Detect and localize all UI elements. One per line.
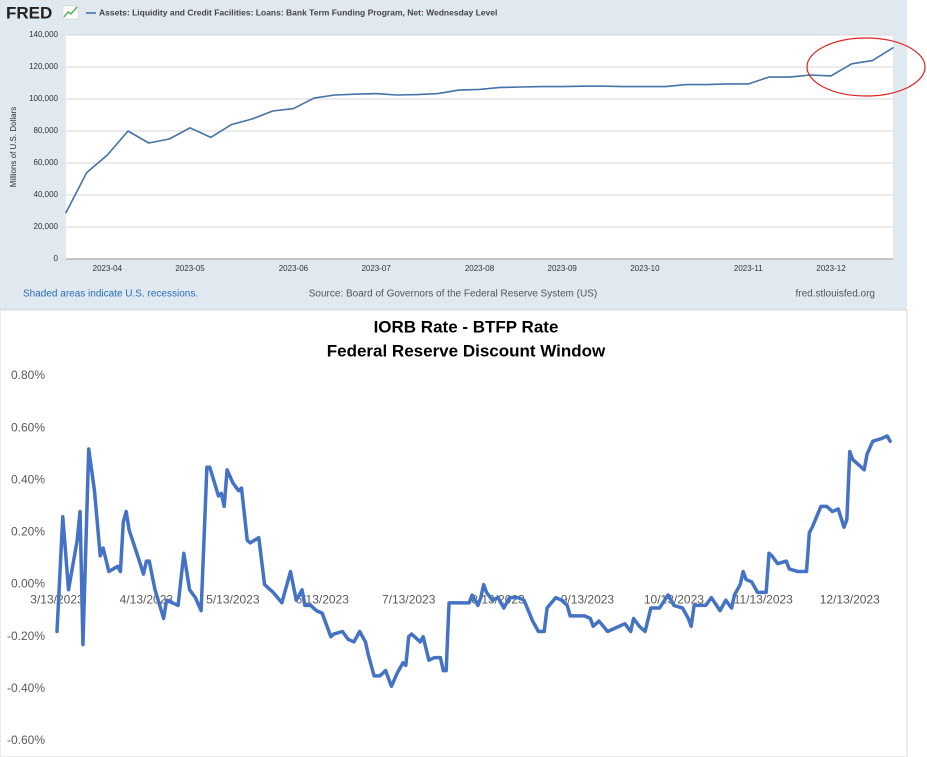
x-tick-label: 2023-04 — [93, 264, 123, 273]
fred-logo-icon — [62, 5, 79, 20]
y-tick-label: 120,000 — [29, 62, 58, 71]
highlight-ellipse — [806, 37, 926, 97]
chart-title: IORB Rate - BTFP Rate — [374, 317, 559, 336]
x-tick-label: 2023-10 — [630, 264, 660, 273]
y-tick-label: 140,000 — [29, 30, 58, 39]
y-tick-label: 20,000 — [34, 222, 59, 231]
fred-logo: FRED — [6, 3, 52, 22]
x-tick-label: 2023-05 — [175, 264, 205, 273]
x-tick-label: 10/13/2023 — [644, 593, 704, 607]
second-panel — [0, 309, 908, 757]
y-tick-label: 40,000 — [34, 190, 59, 199]
legend-label: Assets: Liquidity and Credit Facilities:… — [99, 7, 497, 17]
chart-subtitle: Federal Reserve Discount Window — [327, 341, 606, 360]
data-line — [65, 47, 894, 214]
note: Shaded areas indicate U.S. recessions. — [23, 289, 198, 300]
data-line — [55, 434, 892, 688]
y-tick-label: 0.20% — [11, 525, 45, 539]
x-tick-label: 2023-07 — [361, 264, 391, 273]
x-tick-label: 2023-12 — [816, 264, 846, 273]
x-tick-label: 2023-09 — [548, 264, 578, 273]
source: Source: Board of Governors of the Federa… — [309, 289, 597, 300]
url: fred.stlouisfed.org — [796, 289, 876, 300]
y-tick-label: 0.00% — [11, 577, 45, 591]
y-tick-label: 0.80% — [11, 368, 45, 382]
y-tick-label: -0.60% — [7, 733, 45, 747]
y-tick-label: 0.40% — [11, 472, 45, 486]
y-axis-label: Millions of U.S. Dollars — [9, 107, 18, 187]
x-tick-label: 2023-06 — [279, 264, 309, 273]
y-tick-label: 60,000 — [34, 158, 59, 167]
x-tick-label: 11/13/2023 — [734, 593, 793, 607]
x-tick-label: 9/13/2023 — [561, 593, 615, 607]
x-tick-label: 6/13/2023 — [296, 593, 350, 607]
y-tick-label: 0.60% — [11, 420, 45, 434]
x-tick-label: 2023-11 — [734, 264, 763, 273]
x-tick-label: 5/13/2023 — [206, 593, 260, 607]
y-tick-label: -0.40% — [7, 681, 45, 695]
fred-plot-area — [66, 35, 893, 259]
x-tick-label: 7/13/2023 — [382, 593, 436, 607]
y-tick-label: 80,000 — [34, 126, 59, 135]
y-tick-label: 0 — [54, 254, 59, 263]
x-tick-label: 12/13/2023 — [820, 593, 880, 607]
y-tick-label: 100,000 — [29, 94, 58, 103]
x-tick-label: 2023-08 — [465, 264, 495, 273]
y-tick-label: -0.20% — [7, 629, 45, 643]
